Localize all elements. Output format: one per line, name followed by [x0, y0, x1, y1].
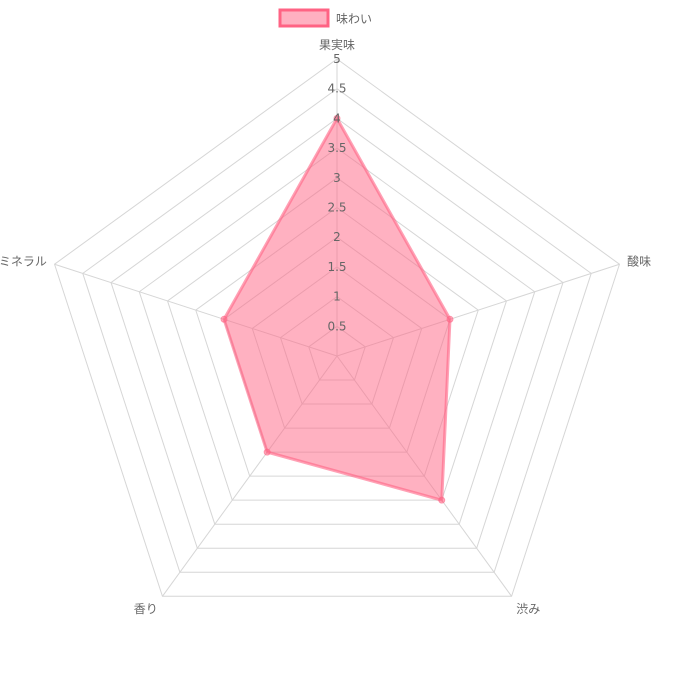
tick-label: 2.5 [327, 201, 346, 215]
grid-ring [53, 58, 621, 597]
tick-label: 3.5 [327, 141, 346, 155]
data-layer [220, 114, 454, 504]
axis-label: ミネラル [0, 255, 47, 269]
legend[interactable]: 味わい [278, 8, 372, 28]
tick-label: 2 [333, 230, 341, 244]
series-area [222, 115, 452, 503]
tick-label: 4.5 [327, 82, 346, 96]
legend-swatch [278, 8, 330, 28]
grid-ring [82, 88, 592, 573]
axis-label: 果実味 [319, 37, 355, 52]
axis-label: 香り [134, 602, 158, 616]
tick-label: 1.5 [327, 260, 346, 274]
tick-labels: 0.5 1 1.5 2 2.5 3 3.5 4 4.5 5 [327, 52, 346, 333]
data-point[interactable] [263, 448, 271, 456]
tick-label: 0.5 [327, 319, 346, 333]
tick-label: 5 [333, 52, 341, 66]
legend-label: 味わい [336, 12, 372, 26]
tick-label: 4 [333, 111, 341, 125]
data-point[interactable] [333, 114, 341, 122]
grid-ring [166, 177, 508, 501]
axis-label: 渋み [516, 602, 540, 616]
data-point[interactable] [446, 315, 454, 323]
grid-ring [138, 147, 536, 525]
grid-ring [110, 117, 564, 549]
data-point[interactable] [220, 315, 228, 323]
tick-label: 3 [333, 171, 341, 185]
data-point[interactable] [438, 496, 446, 504]
grid-ring [195, 206, 479, 477]
tick-label: 1 [333, 290, 341, 304]
axis-label: 酸味 [627, 254, 651, 269]
